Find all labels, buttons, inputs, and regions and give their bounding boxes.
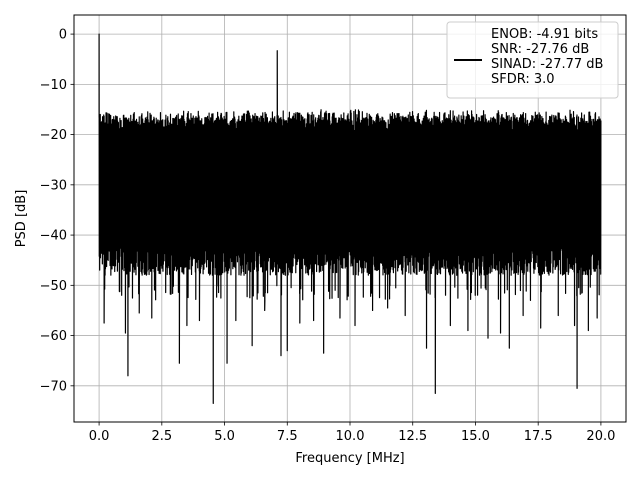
- y-tick-label: −60: [40, 329, 67, 344]
- x-tick-label: 12.5: [398, 429, 427, 444]
- legend-line-text: SNR: -27.76 dB: [491, 42, 589, 57]
- y-tick-label: 0: [59, 28, 67, 43]
- x-tick-label: 17.5: [524, 429, 553, 444]
- legend-label: ENOB: -4.91 bits SNR: -27.76 dB SINAD: -27…: [491, 27, 603, 87]
- legend-box: [446, 21, 619, 99]
- x-tick-label: 2.5: [151, 429, 172, 444]
- ticks: 0.0 2.5 5.0 7.5 10.0 12.5 15.0 17.5 20.0 0 −10 −20 −…: [40, 28, 616, 444]
- legend-line-text: SFDR: 3.0: [491, 72, 555, 87]
- x-tick-label: 10.0: [336, 429, 365, 444]
- legend: ENOB: -4.91 bits SNR: -27.76 dB SINAD: -27…: [446, 21, 619, 99]
- y-tick-label: −70: [40, 379, 67, 394]
- x-tick-label: 0.0: [89, 429, 110, 444]
- y-tick-label: −50: [40, 279, 67, 294]
- y-tick-label: −40: [40, 229, 67, 244]
- x-tick-label: 5.0: [214, 429, 235, 444]
- legend-line-text: SINAD: -27.77 dB: [491, 57, 603, 72]
- psd-series-line: [98, 33, 602, 405]
- x-tick-label: 20.0: [586, 429, 615, 444]
- y-tick-label: −10: [40, 78, 67, 93]
- x-tick-label: 15.0: [461, 429, 490, 444]
- y-tick-label: −20: [40, 128, 67, 143]
- x-axis-label: Frequency [MHz]: [295, 451, 404, 466]
- psd-trace: [98, 33, 602, 405]
- y-tick-label: −30: [40, 178, 67, 193]
- legend-line-text: ENOB: -4.91 bits: [491, 27, 598, 42]
- y-axis-label: PSD [dB]: [14, 190, 29, 248]
- x-tick-label: 7.5: [277, 429, 298, 444]
